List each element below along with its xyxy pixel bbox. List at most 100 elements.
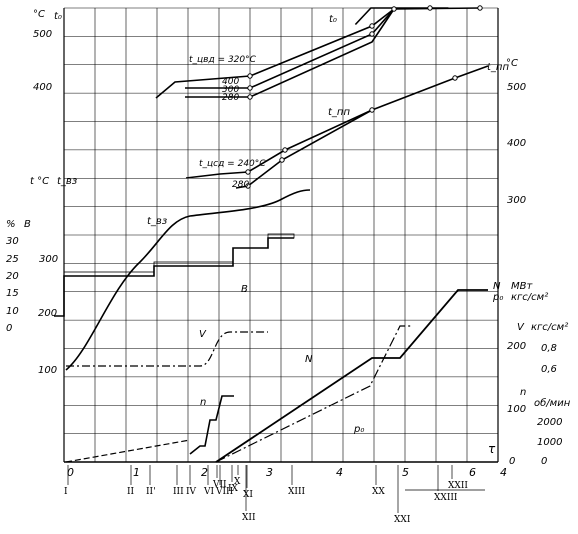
curve-label-n: n	[200, 397, 206, 408]
b-hatch-1	[63, 271, 155, 277]
ann-280a: 280	[222, 93, 239, 103]
right-400: 400	[507, 138, 526, 149]
stage-label-xiii: XIII	[288, 487, 306, 497]
x-tick-label: 0	[67, 466, 74, 479]
pct-tick-label: 20	[6, 271, 19, 282]
mid-left-unit: t °C	[30, 176, 49, 187]
marker-point	[279, 157, 285, 163]
right-kgs: кгс/см²	[511, 292, 548, 303]
right-0: 0	[509, 456, 515, 467]
marker-point	[369, 107, 375, 113]
marker-point	[391, 6, 397, 12]
x-tick-label: 5	[402, 466, 409, 479]
stage-label-vi: VI	[203, 487, 214, 497]
curve-labels: t₀ t_пп t_вз B V n N p₀	[147, 14, 364, 435]
pct-tick-label: 15	[6, 288, 19, 299]
pct-tick-label: 25	[6, 254, 19, 265]
b-hatch-3	[267, 233, 295, 239]
pct-tick-label: 0	[6, 323, 12, 334]
marker-point	[477, 5, 483, 11]
pct-tick-label: 10	[6, 306, 19, 317]
marker-point	[247, 94, 253, 100]
mid-left-300: 300	[39, 254, 58, 265]
stage-label-xi: XI	[243, 490, 253, 500]
top-left-500: 500	[33, 29, 52, 40]
right-2000: 2000	[537, 417, 562, 428]
grid	[63, 7, 499, 463]
curve-label-p0: p₀	[353, 424, 364, 435]
ann-tcvd: t_цвд = 320°C	[189, 55, 257, 65]
right-axes: t_пп °C 500 400 300 N p₀ МВт кгс/см² 200…	[487, 58, 571, 467]
right-p0-label: p₀	[492, 292, 503, 303]
marker-point	[245, 169, 251, 175]
curve-bigN	[215, 289, 488, 463]
stage-label-iv: IV	[186, 487, 197, 497]
x-axis: 0 1 2 3 4 5 6 4	[67, 466, 507, 479]
x-tick-label: 4	[500, 466, 507, 479]
pct-b: B	[24, 219, 31, 230]
x-tick-label: 3	[266, 466, 273, 479]
right-n-label: N	[493, 281, 501, 292]
b-hatch-2	[153, 261, 234, 267]
stage-label-xx: XX	[372, 487, 385, 497]
right-tpp: t_пп	[487, 62, 509, 73]
left-axes: °C t₀ 500 400 t °C t_вз 300 200 100 % B …	[6, 9, 77, 376]
curve-p0	[215, 325, 412, 463]
marker-point	[452, 75, 458, 81]
curve-label-b: B	[241, 284, 248, 295]
curve-label-bigN: N	[305, 354, 313, 365]
pct-ticks: 30 25 20 15 10 0	[6, 236, 19, 334]
stage-label-xxii: XXII	[448, 481, 468, 491]
right-n: n	[520, 387, 526, 398]
marker-point	[427, 5, 433, 11]
stage-label-iip: II'	[146, 487, 156, 497]
curve-label-t0: t₀	[329, 14, 337, 25]
curve-label-tpp: t_пп	[328, 107, 350, 118]
ann-280b: 280	[232, 180, 249, 190]
top-left-400: 400	[33, 82, 52, 93]
right-200: 200	[507, 341, 526, 352]
right-top-unit: °C	[506, 58, 518, 69]
mid-left-100: 100	[38, 365, 57, 376]
curve-n	[189, 395, 234, 455]
right-100: 100	[507, 404, 526, 415]
right-500: 500	[507, 82, 526, 93]
marker-point	[369, 23, 375, 29]
curve-tvz	[65, 189, 311, 371]
stage-label-ii: II	[127, 487, 135, 497]
stage-label-iii: III	[173, 487, 184, 497]
x-axis-tau: τ	[488, 442, 496, 456]
curve-label-tvz: t_вз	[147, 216, 167, 227]
pct-tick-label: 30	[6, 236, 19, 247]
stage-label-xii: XII	[242, 513, 256, 523]
curve-t0-280	[185, 8, 395, 98]
right-1000: 1000	[537, 437, 562, 448]
right-v: V	[517, 322, 525, 333]
x-tick-label: 4	[336, 466, 343, 479]
top-left-unit: °C	[33, 9, 45, 20]
ann-tcsd: t_цсд = 240°C	[199, 159, 266, 169]
stage-label-xxiii: XXIII	[434, 493, 458, 503]
right-0b: 0	[541, 456, 547, 467]
curve-t0-300	[185, 8, 395, 89]
right-300: 300	[507, 195, 526, 206]
right-06: 0,6	[541, 364, 557, 375]
mid-left-tvz: t_вз	[57, 176, 77, 187]
x-tick-label: 1	[133, 466, 140, 479]
stage-label-vii: VII	[212, 480, 227, 490]
marker-point	[282, 147, 288, 153]
stage-label-xxi: XXI	[394, 515, 411, 525]
curve-t0-400	[155, 7, 481, 99]
right-08: 0,8	[541, 343, 557, 354]
curve-b	[54, 237, 294, 317]
x-tick-label: 6	[469, 466, 476, 479]
right-mw: МВт	[511, 281, 533, 292]
x-tick-label: 2	[201, 466, 208, 479]
curve-n-ramp	[65, 439, 191, 463]
curve-label-v: V	[199, 329, 207, 340]
right-kgs2: кгс/см²	[531, 322, 568, 333]
top-left-t0: t₀	[54, 11, 62, 22]
